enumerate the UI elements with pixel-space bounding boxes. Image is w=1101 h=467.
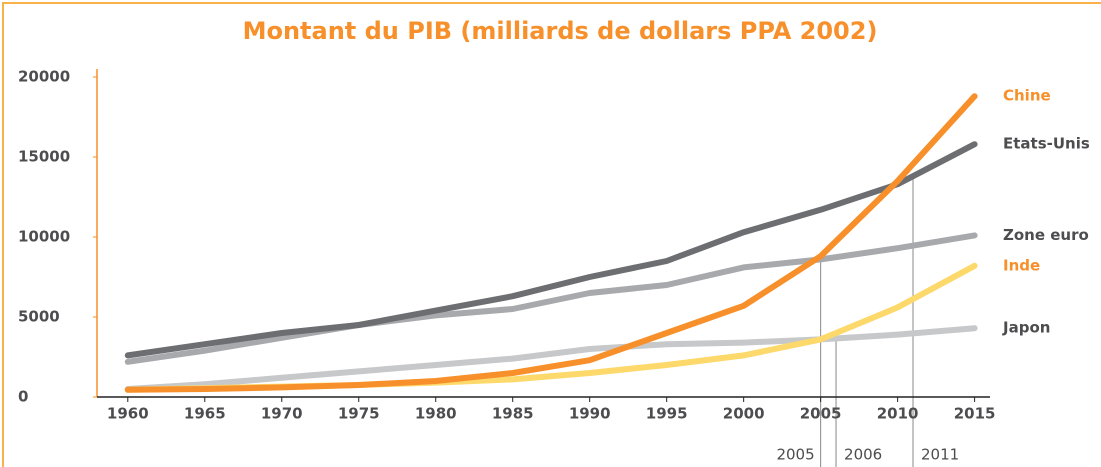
annotation-label: 2006 bbox=[844, 446, 882, 464]
legend-label: Zone euro bbox=[1003, 226, 1089, 244]
legend-label: Etats-Unis bbox=[1003, 135, 1090, 153]
x-tick-label: 1975 bbox=[338, 405, 380, 423]
x-tick-label: 1960 bbox=[107, 405, 149, 423]
annotation-label: 2011 bbox=[921, 446, 959, 464]
legend-label: Inde bbox=[1003, 256, 1040, 274]
chart-title: Montant du PIB (milliards de dollars PPA… bbox=[243, 17, 878, 45]
annotation-label: 2005 bbox=[776, 446, 814, 464]
y-tick-label: 10000 bbox=[18, 228, 70, 246]
legend-label: Japon bbox=[1002, 319, 1050, 337]
x-tick-label: 2010 bbox=[877, 405, 919, 423]
legend-label: Chine bbox=[1003, 87, 1051, 105]
series-line bbox=[124, 232, 978, 365]
x-tick-label: 1995 bbox=[646, 405, 688, 423]
x-tick-label: 2000 bbox=[723, 405, 765, 423]
x-tick-label: 1990 bbox=[569, 405, 611, 423]
series-line bbox=[124, 325, 978, 392]
y-tick-label: 0 bbox=[18, 388, 28, 406]
y-tick-label: 5000 bbox=[18, 308, 60, 326]
series-line bbox=[124, 141, 978, 359]
x-tick-label: 2005 bbox=[800, 405, 842, 423]
x-tick-label: 1980 bbox=[415, 405, 457, 423]
x-tick-label: 1965 bbox=[184, 405, 226, 423]
series-line bbox=[124, 93, 978, 393]
x-tick-label: 2015 bbox=[954, 405, 996, 423]
y-tick-label: 15000 bbox=[18, 148, 70, 166]
x-tick-label: 1985 bbox=[492, 405, 534, 423]
x-tick-label: 1970 bbox=[261, 405, 303, 423]
y-tick-label: 20000 bbox=[18, 68, 70, 86]
